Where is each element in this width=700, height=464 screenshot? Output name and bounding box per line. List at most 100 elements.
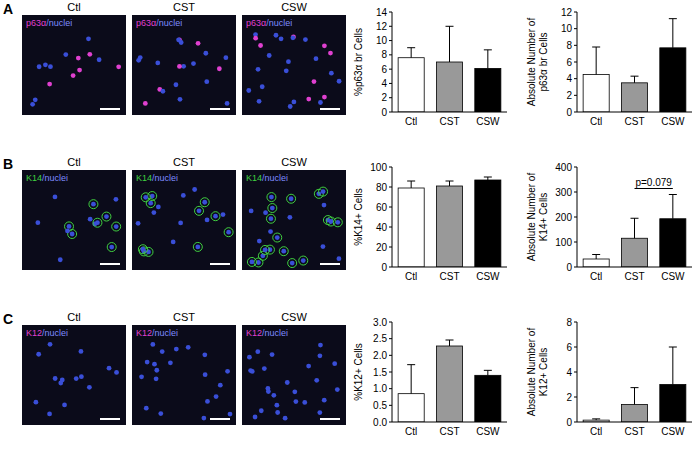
nucleus (178, 97, 183, 102)
cell-ring (107, 243, 116, 252)
nucleus (95, 220, 100, 225)
error-bar (484, 50, 492, 69)
nucleus (321, 244, 326, 249)
y-tick-label: 10 (376, 35, 388, 46)
micrograph-bg (242, 15, 346, 115)
nucleus (104, 214, 109, 219)
cell-ring (141, 193, 150, 202)
y-tick-label: 8 (566, 40, 572, 51)
error-bar (631, 76, 639, 83)
bar-chart: 024681012CtlCSTCSWAbsolute Number ofp63α… (526, 7, 692, 128)
cell-ring (195, 206, 204, 215)
y-tick-label: 60 (376, 202, 388, 213)
nucleus (337, 79, 342, 84)
condition-label: Ctl (67, 311, 80, 323)
y-axis (392, 167, 393, 267)
stain-part: /nuclei (262, 328, 288, 338)
condition-label: Ctl (67, 1, 80, 13)
nucleus (195, 245, 200, 250)
x-axis (577, 112, 692, 113)
nucleus (337, 256, 342, 261)
nucleus (62, 403, 67, 408)
scale-bar (320, 263, 340, 265)
micrograph (132, 325, 236, 425)
nucleus (35, 220, 40, 225)
y-tick-label: 100 (370, 162, 387, 173)
nucleus (158, 411, 163, 416)
y-tick-label: 100 (555, 237, 572, 248)
nucleus (225, 101, 230, 106)
cell-ring (267, 193, 276, 202)
x-tick-label: CST (625, 426, 645, 437)
nucleus (151, 210, 156, 215)
nucleus (288, 104, 293, 109)
nucleus (293, 399, 298, 404)
y-tick-label: 0 (566, 262, 572, 273)
micrograph (22, 325, 126, 425)
nucleus (160, 89, 165, 94)
bars (583, 347, 686, 422)
y-tick-label: 4 (566, 367, 572, 378)
nucleus (71, 73, 76, 78)
scale-bar (210, 263, 230, 265)
x-axis (392, 112, 507, 113)
cell-ring (261, 245, 270, 254)
nucleus (267, 53, 272, 58)
panel-letter: A (3, 1, 13, 17)
nucleus (178, 221, 183, 226)
error-bar (669, 347, 677, 385)
nucleus (43, 62, 48, 67)
nucleus (79, 374, 84, 379)
bar-chart: 0100200300400CtlCSTCSWAbsolute Number of… (526, 162, 692, 283)
cell-ring (144, 247, 153, 256)
nucleus (274, 33, 279, 38)
nucleus (255, 349, 260, 354)
stain-part: /nuclei (266, 18, 292, 28)
nucleus (249, 209, 254, 214)
error-bar (592, 255, 600, 260)
nucleus (218, 383, 223, 388)
nucleus (196, 41, 201, 46)
nucleus (48, 342, 53, 347)
condition-label: CST (173, 156, 195, 168)
cell-ring (138, 245, 147, 254)
y-tick-label: 8 (566, 317, 572, 328)
nucleus (60, 378, 65, 383)
error-bar (446, 26, 454, 62)
nucleus (217, 66, 222, 71)
cell-ring (112, 222, 121, 231)
nucleus (203, 51, 208, 56)
x-tick-label: CST (625, 116, 645, 127)
nucleus (91, 202, 96, 207)
x-tick-label: Ctl (590, 116, 602, 127)
cell-ring (193, 242, 202, 251)
cell-ring (93, 218, 102, 227)
error-bar (592, 47, 600, 75)
nucleus (143, 195, 148, 200)
y-tick-label: 80 (376, 182, 388, 193)
y-axis-label: %K12+ Cells (353, 343, 364, 401)
y-tick-label: 12 (561, 7, 573, 18)
nucleus (275, 410, 280, 415)
scale-bar (320, 418, 340, 420)
y-tick-label: 400 (555, 162, 572, 173)
cell-ring (148, 192, 157, 201)
nucleus (197, 208, 202, 213)
stain-label: p63α/nuclei (26, 18, 72, 28)
cell-ring (224, 228, 233, 237)
micrograph (242, 170, 346, 270)
bar (621, 238, 647, 267)
bars (583, 19, 686, 112)
nucleus (263, 210, 268, 215)
condition-label: CST (173, 1, 195, 13)
error-bar (446, 181, 454, 186)
error-bar (407, 181, 415, 188)
nucleus (335, 387, 340, 392)
nucleus (160, 349, 165, 354)
x-tick-label: CSW (661, 116, 685, 127)
nucleus (270, 352, 275, 357)
y-axis-label: Absolute Number ofK14+ Cells (526, 173, 549, 262)
nucleus (332, 361, 337, 366)
stain-part: K12 (136, 328, 152, 338)
bar (398, 394, 424, 422)
